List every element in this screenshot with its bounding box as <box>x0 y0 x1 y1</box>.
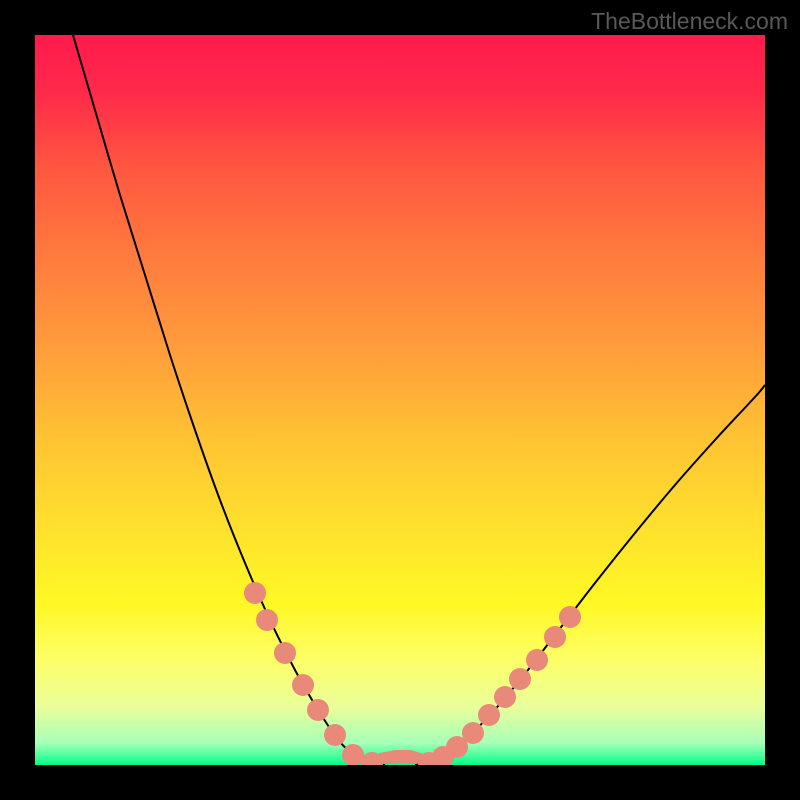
data-point <box>494 686 516 708</box>
data-point <box>307 699 329 721</box>
data-point <box>526 649 548 671</box>
data-point <box>544 626 566 648</box>
data-point <box>478 704 500 726</box>
watermark-text: TheBottleneck.com <box>591 8 788 35</box>
data-point <box>324 724 346 746</box>
gradient-background <box>35 35 765 765</box>
plot-area <box>35 35 765 765</box>
chart-svg <box>35 35 765 765</box>
data-point <box>274 642 296 664</box>
data-point <box>244 582 266 604</box>
data-point <box>342 744 364 765</box>
bottom-green-band <box>35 763 765 765</box>
data-point <box>292 674 314 696</box>
data-point <box>462 722 484 744</box>
data-point <box>256 609 278 631</box>
data-point <box>509 668 531 690</box>
data-point <box>559 606 581 628</box>
